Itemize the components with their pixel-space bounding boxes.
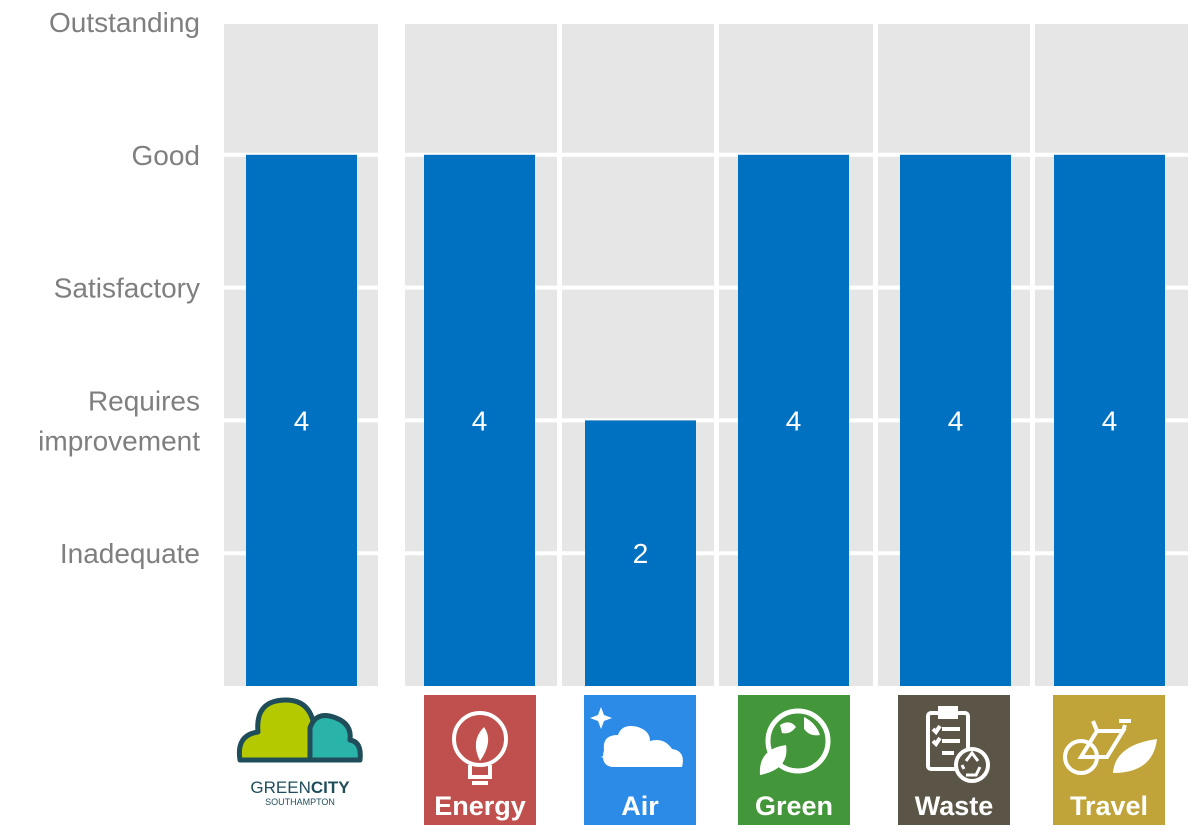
- bar-5: [1054, 154, 1165, 687]
- tile-air-label: Air: [621, 791, 659, 821]
- logo-text-southampton: SOUTHAMPTON: [265, 797, 335, 807]
- bicycle-leaf-icon: [1063, 719, 1157, 775]
- clipboard-recycle-icon: [926, 706, 990, 783]
- plot-background: [224, 22, 1188, 686]
- bar-value-label-0: 4: [294, 405, 310, 436]
- tile-travel-label: Travel: [1070, 791, 1148, 821]
- green-city-logo: GREENCITY SOUTHAMPTON: [236, 697, 363, 807]
- left-cloud-icon: [236, 697, 317, 763]
- tile-air: Air: [584, 695, 696, 825]
- bar-value-label-5: 4: [1102, 405, 1118, 436]
- bar-3: [738, 154, 849, 687]
- y-tick-label-3: Good: [132, 140, 201, 171]
- bar-labels: 4 4 2 4 4 4: [294, 405, 1118, 569]
- y-tick-label-2: Satisfactory: [54, 273, 200, 304]
- bar-2: [585, 420, 696, 686]
- right-cloud-icon: [307, 713, 363, 763]
- tile-green-background: [738, 695, 850, 825]
- bar-value-label-3: 4: [786, 405, 802, 436]
- y-tick-label-1: Requires improvement: [38, 385, 200, 456]
- cloud-sparkle-icon: [590, 707, 683, 767]
- category-tiles: Energy Air Green: [424, 695, 1165, 825]
- tile-waste-label: Waste: [915, 791, 994, 821]
- y-tick-label-4: Outstanding: [49, 7, 200, 38]
- y-tick-label-0: Inadequate: [60, 538, 200, 569]
- gridlines: [224, 20, 1188, 556]
- logo-text-green: GREEN: [250, 778, 310, 797]
- tile-green: Green: [738, 695, 850, 825]
- bar-value-label-1: 4: [472, 405, 488, 436]
- bars: [246, 154, 1165, 687]
- tile-waste: Waste: [898, 695, 1010, 825]
- bar-value-label-4: 4: [948, 405, 964, 436]
- logo-text-city: CITY: [311, 778, 350, 797]
- svg-text:GREENCITY: GREENCITY: [250, 778, 350, 797]
- bar-4: [900, 154, 1011, 687]
- bar-1: [424, 154, 535, 687]
- tile-energy: Energy: [424, 695, 536, 825]
- y-axis-labels: Inadequate Requires improvement Satisfactor…: [38, 7, 200, 569]
- tile-energy-label: Energy: [434, 791, 526, 821]
- tile-travel: Travel: [1053, 695, 1165, 825]
- tile-green-label: Green: [755, 791, 833, 821]
- bar-value-label-2: 2: [633, 538, 649, 569]
- lightbulb-leaf-icon: [452, 711, 508, 785]
- globe-leaf-icon: [759, 708, 831, 775]
- bar-0: [246, 154, 357, 687]
